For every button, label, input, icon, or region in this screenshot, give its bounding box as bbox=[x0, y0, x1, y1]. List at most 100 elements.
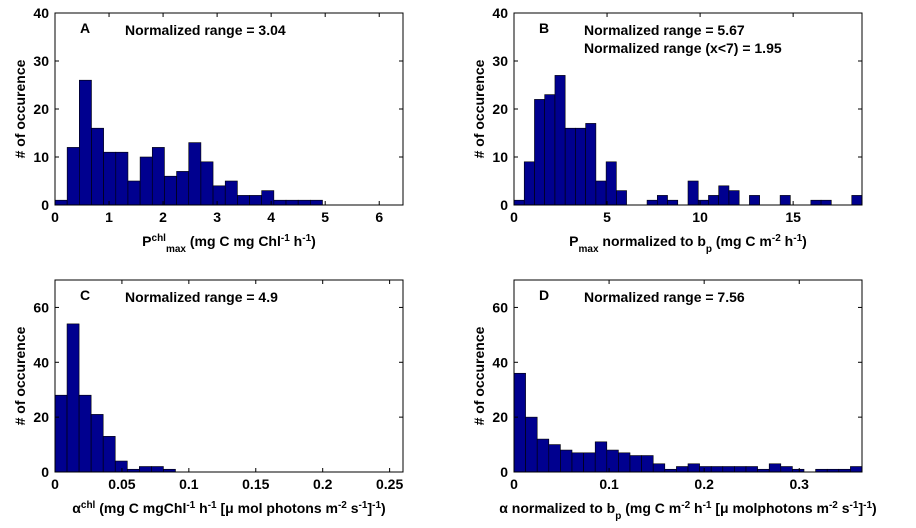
x-tick-label: 0.2 bbox=[313, 476, 333, 492]
x-tick-label: 3 bbox=[213, 209, 221, 225]
x-tick-label: 0 bbox=[51, 209, 59, 225]
label-text: ) bbox=[311, 233, 316, 249]
panel: 0 5 10 15 0 10 20 30 40 B Normalized range = 5.67 N… bbox=[471, 5, 863, 255]
bar bbox=[139, 466, 152, 473]
annotation: Normalized range = 5.67 bbox=[584, 22, 745, 38]
annotation: Normalized range = 3.04 bbox=[125, 22, 286, 38]
bar bbox=[249, 195, 262, 206]
bar bbox=[534, 99, 546, 206]
x-tick-label: 15 bbox=[785, 209, 801, 225]
bar bbox=[513, 199, 525, 206]
panel: 0 0.1 0.2 0.3 0 20 40 60 D Normalized range = 7.5… bbox=[471, 279, 877, 522]
label-text: (mg C m bbox=[712, 233, 772, 249]
bar bbox=[554, 75, 566, 206]
axes-box bbox=[513, 279, 863, 473]
bar bbox=[139, 156, 153, 206]
bar bbox=[820, 199, 832, 206]
bar bbox=[285, 199, 299, 206]
bar bbox=[616, 190, 627, 206]
y-axis-label: # of occurence bbox=[12, 59, 28, 158]
x-tick-label: 0.3 bbox=[790, 476, 810, 492]
label-sup: -1 bbox=[186, 500, 195, 511]
bar bbox=[618, 452, 631, 473]
label-text: P bbox=[569, 233, 578, 249]
label-sup: -2 bbox=[338, 500, 347, 511]
label-text: P bbox=[142, 233, 151, 249]
bar bbox=[780, 466, 793, 473]
label-sub: max bbox=[579, 244, 599, 255]
label-text: (mg C m bbox=[621, 500, 681, 516]
bar bbox=[629, 455, 642, 473]
bar bbox=[212, 185, 226, 206]
bar bbox=[548, 444, 561, 473]
y-tick-label: 60 bbox=[492, 299, 508, 315]
bar bbox=[652, 463, 666, 473]
bar bbox=[151, 147, 165, 206]
bar bbox=[687, 463, 700, 473]
y-tick-label: 0 bbox=[500, 464, 508, 480]
bar bbox=[127, 180, 141, 206]
x-tick-label: 2 bbox=[159, 209, 167, 225]
bar bbox=[676, 466, 689, 473]
bar bbox=[525, 416, 538, 473]
bar bbox=[708, 195, 720, 206]
x-tick-label: 0.1 bbox=[179, 476, 199, 492]
label-sup: -2 bbox=[829, 500, 838, 511]
y-tick-label: 40 bbox=[33, 354, 49, 370]
x-tick-label: 1 bbox=[105, 209, 113, 225]
y-axis-label: # of occurence bbox=[471, 326, 487, 425]
label-sub: max bbox=[166, 244, 186, 255]
x-tick-label: 5 bbox=[603, 209, 611, 225]
label-text: ) bbox=[802, 233, 807, 249]
panel-label: A bbox=[80, 20, 90, 36]
bar bbox=[571, 452, 584, 473]
annotation: Normalized range (x<7) = 1.95 bbox=[584, 40, 782, 56]
y-axis-label: # of occurence bbox=[12, 326, 28, 425]
bar bbox=[78, 394, 92, 473]
bar bbox=[779, 195, 791, 206]
bar bbox=[544, 94, 556, 206]
bar bbox=[687, 180, 699, 206]
bar bbox=[54, 394, 68, 473]
bar bbox=[513, 372, 526, 473]
label-text: s bbox=[347, 500, 359, 516]
x-tick-label: 0.1 bbox=[599, 476, 619, 492]
bar bbox=[273, 199, 287, 206]
label-text: (mg C mgChl bbox=[95, 500, 186, 516]
bar bbox=[585, 123, 597, 206]
bar bbox=[768, 463, 782, 473]
y-tick-label: 10 bbox=[492, 149, 508, 165]
bar bbox=[103, 151, 117, 206]
x-axis-label: Pchlmax (mg C mg Chl-1 h-1) bbox=[142, 233, 316, 255]
y-tick-label: 40 bbox=[492, 5, 508, 21]
label-sup: -2 bbox=[772, 233, 781, 244]
bar bbox=[237, 195, 250, 206]
bar bbox=[102, 436, 116, 473]
panel: 0 1 2 3 4 5 6 0 10 20 30 40 A Normalized range = 3.04… bbox=[12, 5, 404, 255]
bar bbox=[523, 161, 535, 206]
panel-label: D bbox=[539, 287, 549, 303]
bar bbox=[79, 79, 92, 206]
bar bbox=[718, 185, 730, 206]
label-sup: chl bbox=[152, 233, 167, 244]
bar bbox=[722, 466, 735, 473]
label-text: ] bbox=[367, 500, 372, 516]
bar bbox=[114, 460, 128, 473]
label-sup: -2 bbox=[681, 500, 690, 511]
bar bbox=[115, 151, 129, 206]
bar bbox=[200, 161, 214, 206]
bar bbox=[564, 127, 576, 206]
y-tick-label: 20 bbox=[33, 409, 49, 425]
y-tick-label: 20 bbox=[33, 101, 49, 117]
bar bbox=[851, 195, 863, 206]
bar bbox=[583, 452, 596, 473]
y-tick-label: 30 bbox=[492, 53, 508, 69]
bar bbox=[536, 438, 550, 473]
x-tick-label: 4 bbox=[267, 209, 275, 225]
x-tick-label: 10 bbox=[692, 209, 708, 225]
label-sup: chl bbox=[81, 500, 96, 511]
x-tick-label: 0.05 bbox=[108, 476, 135, 492]
bar bbox=[66, 323, 80, 473]
bar bbox=[646, 199, 658, 206]
